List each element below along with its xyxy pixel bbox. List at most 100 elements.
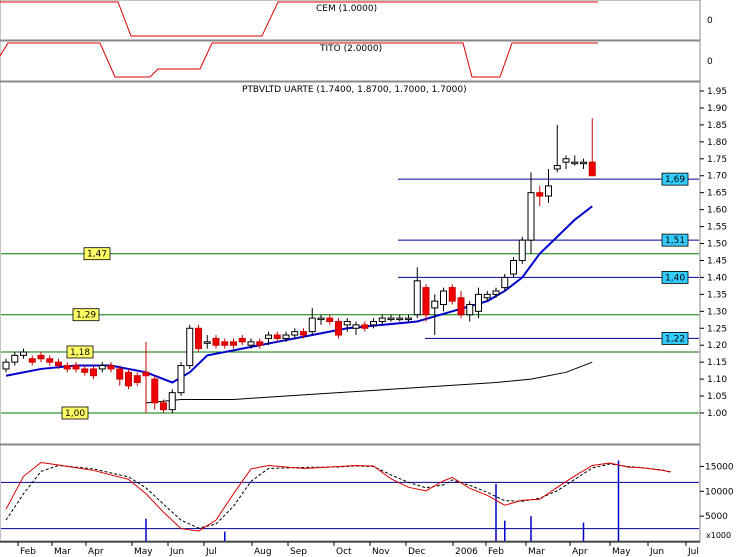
price-tick-label: 1.35 <box>707 290 727 300</box>
candle-body <box>440 290 447 306</box>
candle-body <box>343 320 351 326</box>
price-tick-label: 1.40 <box>707 273 727 283</box>
price-tick-label: 1.30 <box>707 307 727 317</box>
candle-body <box>580 161 587 165</box>
candle-body <box>177 365 185 394</box>
x-tick-label: Jul <box>687 547 699 557</box>
candle-body <box>492 290 500 295</box>
candle-body <box>125 371 132 387</box>
x-tick-label: Sep <box>290 547 307 557</box>
candle-body <box>483 293 491 299</box>
candle-body <box>203 341 211 344</box>
candle-body <box>98 365 106 370</box>
price-levels <box>1 178 699 414</box>
price-tick-label: 1.15 <box>707 358 727 368</box>
support-level-tag <box>83 247 111 261</box>
price-tick-label: 1.55 <box>707 223 727 233</box>
price-panel: PTBVLTD UARTE (1.7400, 1.8700, 1.7000, 1… <box>0 81 727 445</box>
candle-body <box>186 327 194 367</box>
candle-body <box>37 354 45 360</box>
price-tick-label: 1.90 <box>707 104 727 114</box>
support-level-label: 1,47 <box>87 250 107 260</box>
cem-panel: CEM (1.0000) 0 <box>0 0 713 41</box>
tito-line <box>0 42 598 78</box>
candle-body <box>168 392 176 411</box>
resistance-level-tag <box>661 172 689 186</box>
stochastic-lines <box>5 461 672 532</box>
tito-panel: TITO (2.0000) 0 <box>0 40 713 82</box>
candle-body <box>370 320 377 326</box>
price-tick-label: 1.50 <box>707 240 727 250</box>
x-tick-label: Jun <box>649 547 664 557</box>
x-tick-label: Nov <box>372 547 390 557</box>
volume-y-axis: 15000 10000 5000 <box>700 462 734 522</box>
resistance-level-tag <box>661 332 689 345</box>
x-tick-label: Apr <box>572 547 588 557</box>
candle-body <box>195 327 202 350</box>
x-tick-label: May <box>134 547 153 557</box>
x-tick-label: Apr <box>88 547 104 557</box>
candle-body <box>378 317 386 322</box>
price-tick-label: 1.80 <box>707 138 727 148</box>
candle-body <box>431 300 439 309</box>
candle-body <box>588 161 596 177</box>
price-tick-label: 1.65 <box>707 189 727 199</box>
volume-bars <box>145 460 620 541</box>
candle-body <box>553 165 561 170</box>
candle-body <box>308 317 316 333</box>
x-tick-label: Jul <box>205 547 217 557</box>
candle-body <box>221 341 229 346</box>
x-tick-label: Feb <box>488 547 504 557</box>
slow-moving-average <box>145 361 593 404</box>
candle-body <box>11 354 19 363</box>
candle-body <box>46 358 54 363</box>
candle-body <box>352 324 360 329</box>
volume-unit-label: x1000 <box>706 531 731 540</box>
support-level-tag <box>72 308 100 322</box>
price-tick-label: 1.85 <box>707 121 727 131</box>
price-tick-label: 1.25 <box>707 324 727 334</box>
candle-body <box>107 365 115 370</box>
candle-body <box>142 371 150 377</box>
cem-title: CEM (1.0000) <box>316 4 377 14</box>
candle-body <box>562 158 570 163</box>
price-tick-label: 1.00 <box>707 409 727 419</box>
candle-body <box>317 317 325 321</box>
candle-body <box>510 259 517 275</box>
candle-body <box>265 334 272 339</box>
candle-body <box>501 276 509 289</box>
candle-body <box>63 365 71 370</box>
tito-title: TITO (2.0000) <box>319 44 382 54</box>
candle-body <box>230 341 237 346</box>
price-y-axis: 1.95 1.90 1.85 1.80 1.75 1.70 1.65 1.60 1.55 1.50… <box>700 87 727 419</box>
resistance-level-tag <box>661 271 689 284</box>
price-tick-label: 1.45 <box>707 256 727 266</box>
candle-body <box>28 358 36 363</box>
candle-body <box>212 337 220 346</box>
support-level-label: 1,00 <box>65 409 85 419</box>
candle-body <box>20 351 27 356</box>
x-tick-label: Mar <box>54 547 71 557</box>
candle-body <box>475 293 482 312</box>
candle-body <box>448 287 456 302</box>
x-tick-label: Mar <box>528 547 545 557</box>
x-tick-label: Jun <box>169 547 184 557</box>
candle-body <box>2 361 10 370</box>
candle-body <box>247 341 255 346</box>
volume-tick-label: 5000 <box>705 512 728 522</box>
stochastic-k-line <box>5 461 672 532</box>
candle-body <box>466 304 474 316</box>
candle-body <box>282 334 290 339</box>
candle-body <box>335 320 342 336</box>
stochastic-d-line <box>5 463 672 529</box>
price-tick-label: 1.75 <box>707 155 727 165</box>
x-tick-label: Oct <box>336 547 352 557</box>
support-level-tag <box>61 406 89 420</box>
candle-body <box>256 341 264 346</box>
candle-body <box>536 192 544 197</box>
level-tags: 1,47 1,29 1,18 1,00 1,69 1,51 1,40 1,22 <box>61 172 689 420</box>
candle-body <box>326 317 334 322</box>
candle-body <box>55 361 62 367</box>
price-tick-label: 1.70 <box>707 172 727 182</box>
